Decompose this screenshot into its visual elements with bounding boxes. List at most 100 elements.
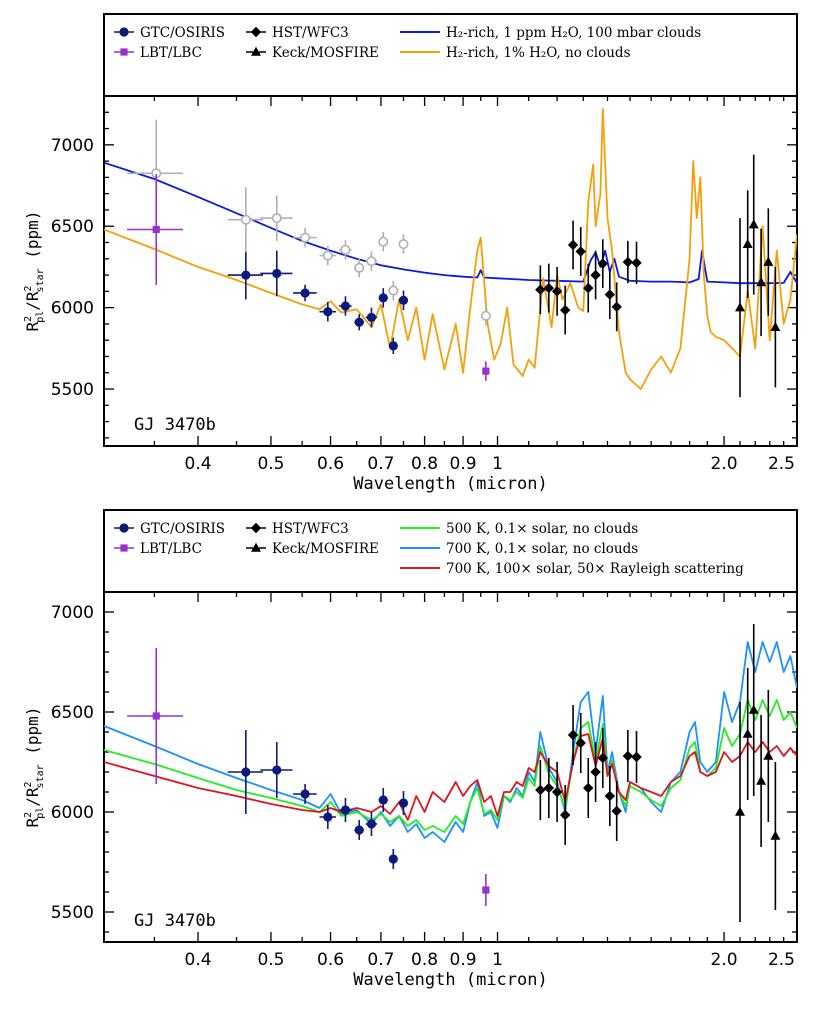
legend-entry-700-k-100-solar-50-rayleigh-scattering: 700 K, 100× solar, 50× Rayleigh scatteri… (400, 561, 744, 577)
marker (735, 302, 746, 312)
x-axis-label: Wavelength (micron) (353, 474, 547, 494)
y-tick-label: 7000 (51, 136, 94, 156)
marker (604, 790, 616, 802)
data-point (535, 265, 546, 315)
marker (559, 304, 571, 316)
series-hst-wfc3 (535, 220, 642, 335)
legend-entry-h-rich-1-ppm-h-o-100-mbar-clouds: H₂-rich, 1 ppm H₂O, 100 mbar clouds (400, 25, 701, 41)
data-point (482, 361, 490, 381)
marker (482, 886, 490, 894)
panel-top: GTC/OSIRIS LBT/LBC HST/WFC3 Keck/MOSFIRE H₂-… (23, 13, 798, 494)
legend-label: 700 K, 0.1× solar, no clouds (446, 541, 638, 557)
marker (551, 786, 563, 798)
data-point (742, 190, 753, 298)
marker (354, 825, 364, 835)
planet-label: GJ 3470b (134, 415, 216, 435)
data-point (354, 820, 365, 840)
legend-swatch-marker (250, 26, 262, 38)
data-point (378, 231, 389, 252)
data-point (631, 241, 642, 285)
marker (340, 244, 351, 255)
marker (604, 289, 616, 300)
legend-label: HST/WFC3 (272, 25, 349, 41)
data-point (398, 290, 409, 311)
legend-swatch-marker (120, 544, 128, 552)
series-hst-wfc3 (535, 705, 642, 845)
x-tick-label: 2.5 (768, 950, 795, 970)
marker (388, 854, 398, 864)
legend-entry-lbt-lbc: LBT/LBC (114, 45, 202, 61)
marker (241, 270, 251, 280)
marker (272, 268, 282, 279)
legend-entry-gtc-osiris: GTC/OSIRIS (114, 521, 225, 537)
marker (535, 784, 546, 796)
marker (597, 752, 608, 764)
series-gtc-osiris (227, 250, 409, 355)
legend-entry-keck-mosfire: Keck/MOSFIRE (246, 45, 379, 61)
marker (480, 310, 491, 321)
marker (152, 712, 160, 720)
y-label-part-sup2: 2 (23, 285, 34, 291)
marker (742, 238, 753, 248)
legend-entry-gtc-osiris: GTC/OSIRIS (114, 25, 225, 41)
data-point (388, 280, 399, 301)
data-point (293, 284, 317, 302)
marker (575, 737, 586, 749)
legend-label: 500 K, 0.1× solar, no clouds (446, 521, 638, 537)
y-label-part-main: R (23, 817, 42, 827)
legend-entry-keck-mosfire: Keck/MOSFIRE (246, 541, 379, 557)
marker (240, 214, 251, 225)
marker (756, 775, 767, 785)
data-point (127, 119, 183, 228)
data-point (378, 288, 388, 308)
legend-entry-lbt-lbc: LBT/LBC (114, 541, 202, 557)
legend-entry-500-k-0-1-solar-no-clouds: 500 K, 0.1× solar, no clouds (400, 521, 638, 537)
marker (398, 239, 409, 250)
data-point (763, 208, 774, 316)
series-lbt-lbc (127, 648, 490, 906)
legend-swatch-marker (119, 523, 129, 533)
series-keck-mosfire (735, 154, 781, 398)
marker (378, 236, 389, 247)
data-point (735, 702, 746, 922)
x-axis: 0.4 0.5 0.6 0.7 0.8 0.9 1 2.0 2.5 Wavelength (mic… (103, 592, 798, 990)
data-point (543, 758, 555, 818)
x-tick-label: 2.0 (711, 454, 738, 474)
x-tick-label: 0.4 (185, 454, 212, 474)
data-point (293, 784, 317, 804)
marker (323, 812, 333, 822)
x-tick-label: 0.5 (257, 950, 284, 970)
data-point (559, 785, 571, 845)
legend-label: H₂-rich, 1% H₂O, no clouds (446, 45, 631, 61)
y-tick-label: 5500 (51, 903, 94, 923)
model-line (104, 108, 797, 390)
marker (742, 728, 753, 738)
marker (756, 276, 767, 287)
marker (559, 809, 571, 821)
marker (575, 246, 586, 257)
marker (354, 262, 365, 273)
x-tick-label: 2.5 (768, 454, 795, 474)
marker (611, 805, 622, 817)
data-point (590, 742, 601, 802)
marker (340, 301, 351, 311)
marker (583, 282, 594, 294)
data-point (611, 781, 622, 841)
legend-entry-h-rich-1-h-o-no-clouds: H₂-rich, 1% H₂O, no clouds (400, 45, 631, 61)
marker (543, 782, 555, 794)
legend-label: GTC/OSIRIS (140, 25, 225, 41)
marker (622, 256, 634, 268)
data-point (604, 270, 616, 320)
data-point (583, 263, 594, 313)
y-axis-label: R2pl/R2star (ppm) (23, 707, 46, 828)
marker (152, 225, 160, 234)
series-gtc-osiris-gray (127, 119, 491, 326)
y-tick-label: 6000 (51, 299, 94, 319)
series-keck-mosfire (735, 624, 781, 922)
x-tick-label: 0.7 (367, 950, 394, 970)
legend-label: LBT/LBC (140, 45, 202, 61)
data-point (622, 240, 634, 284)
marker (482, 367, 490, 375)
data-point (319, 245, 336, 266)
